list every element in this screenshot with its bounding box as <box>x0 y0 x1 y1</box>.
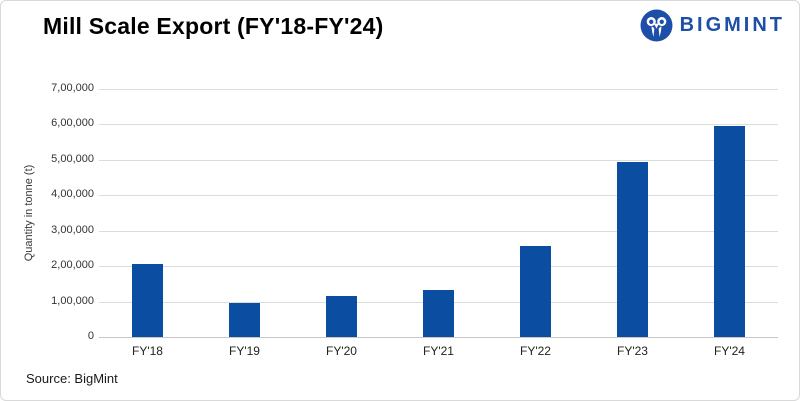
bar <box>326 296 357 337</box>
x-tick-label: FY'18 <box>132 344 163 358</box>
y-tick-label: 1,00,000 <box>51 294 94 307</box>
y-tick-label: 0 <box>87 330 94 342</box>
gridline <box>99 266 778 268</box>
source-note: Source: BigMint <box>26 371 118 386</box>
bigmint-logo: BIGMINT <box>640 9 785 42</box>
y-tick-label: 3,00,000 <box>51 223 94 236</box>
bar <box>132 264 163 337</box>
bar <box>520 246 551 337</box>
bigmint-logo-icon <box>640 9 673 42</box>
bar <box>714 126 745 337</box>
x-tick-label: FY'22 <box>520 344 551 358</box>
y-tick-label: 2,00,000 <box>51 259 94 272</box>
y-tick-label: 7,00,000 <box>51 82 94 94</box>
y-tick-label: 5,00,000 <box>51 152 94 165</box>
chart-title: Mill Scale Export (FY'18-FY'24) <box>43 13 384 39</box>
y-tick-label: 4,00,000 <box>51 188 94 201</box>
gridline <box>99 124 778 126</box>
plot-area <box>99 89 778 337</box>
gridline <box>99 159 778 161</box>
y-axis-title: Quantity in tonne (t) <box>23 164 35 262</box>
x-tick-label: FY'21 <box>423 344 454 358</box>
x-tick-label: FY'19 <box>229 344 260 358</box>
x-tick-label: FY'24 <box>714 344 745 358</box>
x-tick-label: FY'20 <box>326 344 357 358</box>
bar <box>423 290 454 337</box>
y-tick-label: 6,00,000 <box>51 117 94 130</box>
bar <box>229 303 260 337</box>
x-axis-line <box>99 337 778 338</box>
x-tick-label: FY'23 <box>617 344 648 358</box>
gridline <box>99 230 778 232</box>
gridline <box>99 89 778 90</box>
gridline <box>99 195 778 197</box>
bar <box>617 162 648 337</box>
bigmint-logo-text: BIGMINT <box>679 14 785 36</box>
